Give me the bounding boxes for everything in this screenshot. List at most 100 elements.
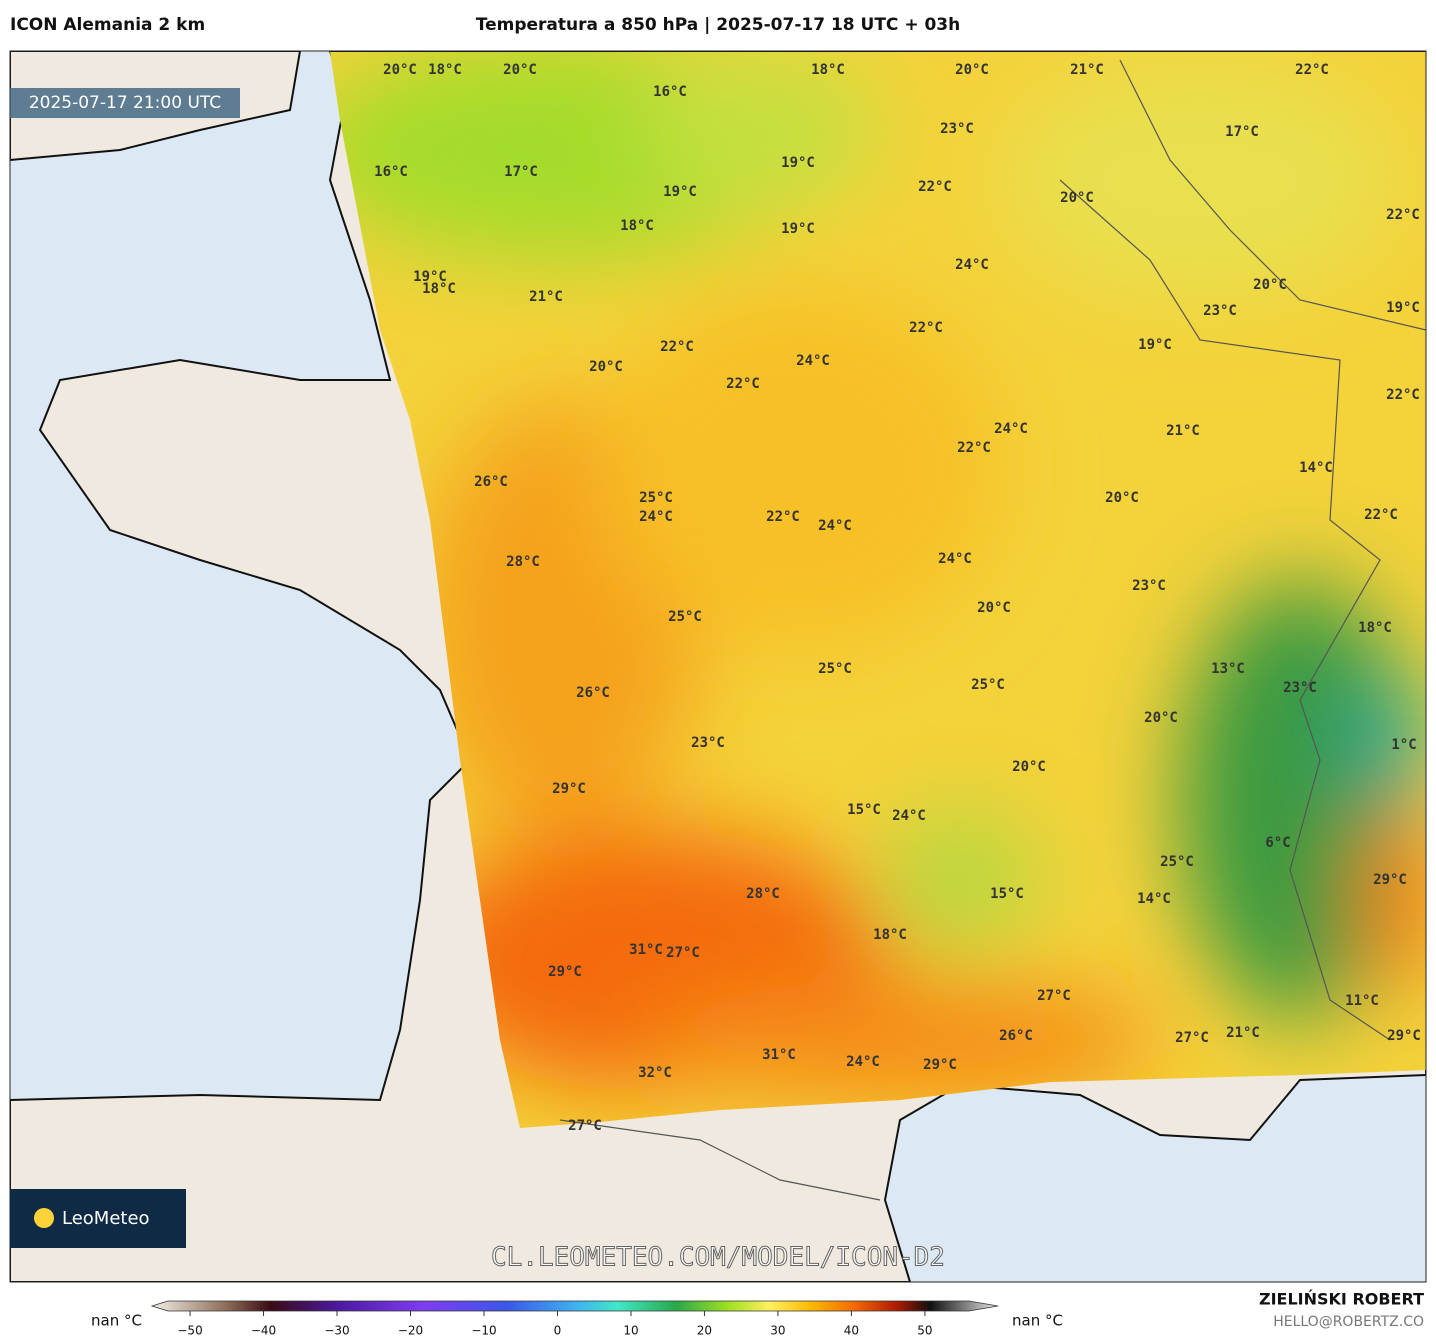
temperature-label: 25°C <box>1160 854 1194 870</box>
temperature-label: 26°C <box>999 1028 1033 1044</box>
temperature-label: 22°C <box>1386 387 1420 403</box>
temperature-label: 1°C <box>1391 737 1416 753</box>
colorbar-tick-label: 50 <box>917 1324 932 1338</box>
colorbar-tick-label: 10 <box>623 1324 638 1338</box>
colorbar-tick-label: 30 <box>770 1324 785 1338</box>
temperature-label: 22°C <box>726 376 760 392</box>
model-name: ICON Alemania 2 km <box>10 15 205 35</box>
temperature-label: 19°C <box>1386 300 1420 316</box>
temperature-label: 20°C <box>1253 277 1287 293</box>
temperature-label: 19°C <box>781 155 815 171</box>
colorbar-left-label: nan °C <box>91 1312 142 1330</box>
temperature-label: 25°C <box>668 609 702 625</box>
colorbar-tick-label: −20 <box>398 1324 423 1338</box>
temperature-label: 15°C <box>847 802 881 818</box>
colorbar: −50 −40 −30 −20 −10 0 10 20 30 40 50 <box>150 1300 999 1338</box>
temperature-label: 23°C <box>940 121 974 137</box>
temperature-label: 29°C <box>1387 1028 1421 1044</box>
temperature-label: 24°C <box>955 257 989 273</box>
temperature-label: 26°C <box>576 685 610 701</box>
temperature-label: 13°C <box>1211 661 1245 677</box>
borders <box>559 59 1426 1201</box>
temperature-label: 14°C <box>1137 891 1171 907</box>
temperature-label: 23°C <box>1203 303 1237 319</box>
temperature-label: 21°C <box>1226 1025 1260 1041</box>
temperature-label: 29°C <box>923 1057 957 1073</box>
colorbar-bar <box>150 1300 999 1312</box>
temperature-label: 22°C <box>909 320 943 336</box>
temperature-label: 20°C <box>977 600 1011 616</box>
logo: LeoMeteo <box>62 1208 150 1229</box>
temperature-label: 20°C <box>1012 759 1046 775</box>
temperature-label: 17°C <box>1225 124 1259 140</box>
temperature-label: 25°C <box>971 677 1005 693</box>
temperature-label: 24°C <box>892 808 926 824</box>
temperature-label: 20°C <box>955 62 989 78</box>
temperature-label: 19°C <box>1138 337 1172 353</box>
map <box>10 51 1426 1282</box>
temperature-label: 19°C <box>413 269 447 285</box>
temperature-label: 23°C <box>1283 680 1317 696</box>
temperature-label: 16°C <box>374 164 408 180</box>
author: ZIELIŃSKI ROBERT <box>1259 1290 1424 1309</box>
temperature-label: 21°C <box>529 289 563 305</box>
temperature-label: 20°C <box>383 62 417 78</box>
temperature-label: 21°C <box>1166 423 1200 439</box>
temperature-label: 11°C <box>1345 993 1379 1009</box>
map-title: Temperatura a 850 hPa | 2025-07-17 18 UT… <box>476 15 961 35</box>
temperature-label: 24°C <box>818 518 852 534</box>
temperature-label: 27°C <box>1175 1030 1209 1046</box>
temperature-label: 24°C <box>938 551 972 567</box>
temperature-label: 27°C <box>1037 988 1071 1004</box>
temperature-label: 29°C <box>548 964 582 980</box>
temperature-label: 22°C <box>1386 207 1420 223</box>
temperature-label: 22°C <box>957 440 991 456</box>
colorbar-tick-label: −50 <box>177 1324 202 1338</box>
valid-time-box <box>10 88 240 118</box>
temperature-label: 18°C <box>422 281 456 297</box>
temperature-label: 22°C <box>918 179 952 195</box>
temperature-label: 29°C <box>552 781 586 797</box>
temperature-label: 24°C <box>846 1054 880 1070</box>
temperature-label: 22°C <box>1364 507 1398 523</box>
temperature-label: 22°C <box>660 339 694 355</box>
map-frame <box>9 50 1427 1283</box>
temperature-label: 21°C <box>1070 62 1104 78</box>
colorbar-tick-label: 40 <box>844 1324 859 1338</box>
temperature-labels: 20°C 18°C 20°C 16°C 18°C 20°C 21°C 22°C 23°C 17°C… <box>374 62 1421 1134</box>
temperature-label: 20°C <box>1105 490 1139 506</box>
temperature-label: 31°C <box>762 1047 796 1063</box>
temperature-label: 15°C <box>990 886 1024 902</box>
colorbar-right-label: nan °C <box>1012 1312 1063 1330</box>
temperature-label: 32°C <box>638 1065 672 1081</box>
temperature-label: 22°C <box>1295 62 1329 78</box>
temperature-label: 24°C <box>994 421 1028 437</box>
temperature-label: 26°C <box>474 474 508 490</box>
colorbar-tick-label: −30 <box>324 1324 349 1338</box>
temperature-label: 25°C <box>639 490 673 506</box>
temperature-label: 20°C <box>589 359 623 375</box>
logo-sun <box>34 1208 54 1228</box>
temperature-label: 18°C <box>873 927 907 943</box>
temperature-label: 17°C <box>504 164 538 180</box>
temperature-label: 28°C <box>746 886 780 902</box>
valid-time: 2025-07-17 21:00 UTC <box>29 93 221 113</box>
temperature-label: 18°C <box>428 62 462 78</box>
temperature-label: 20°C <box>503 62 537 78</box>
temperature-label: 24°C <box>639 509 673 525</box>
temperature-label: 29°C <box>1373 872 1407 888</box>
temperature-label: 20°C <box>1144 710 1178 726</box>
colorbar-tick-label: −10 <box>471 1324 496 1338</box>
temperature-label: 23°C <box>1132 578 1166 594</box>
temperature-label: 19°C <box>663 184 697 200</box>
temperature-label: 27°C <box>666 945 700 961</box>
temperature-label: 23°C <box>691 735 725 751</box>
temperature-label: 24°C <box>796 353 830 369</box>
temperature-label: 31°C <box>629 942 663 958</box>
temperature-label: 16°C <box>653 84 687 100</box>
colorbar-tick-label: 0 <box>554 1324 562 1338</box>
temperature-label: 20°C <box>1060 190 1094 206</box>
temperature-label: 18°C <box>811 62 845 78</box>
